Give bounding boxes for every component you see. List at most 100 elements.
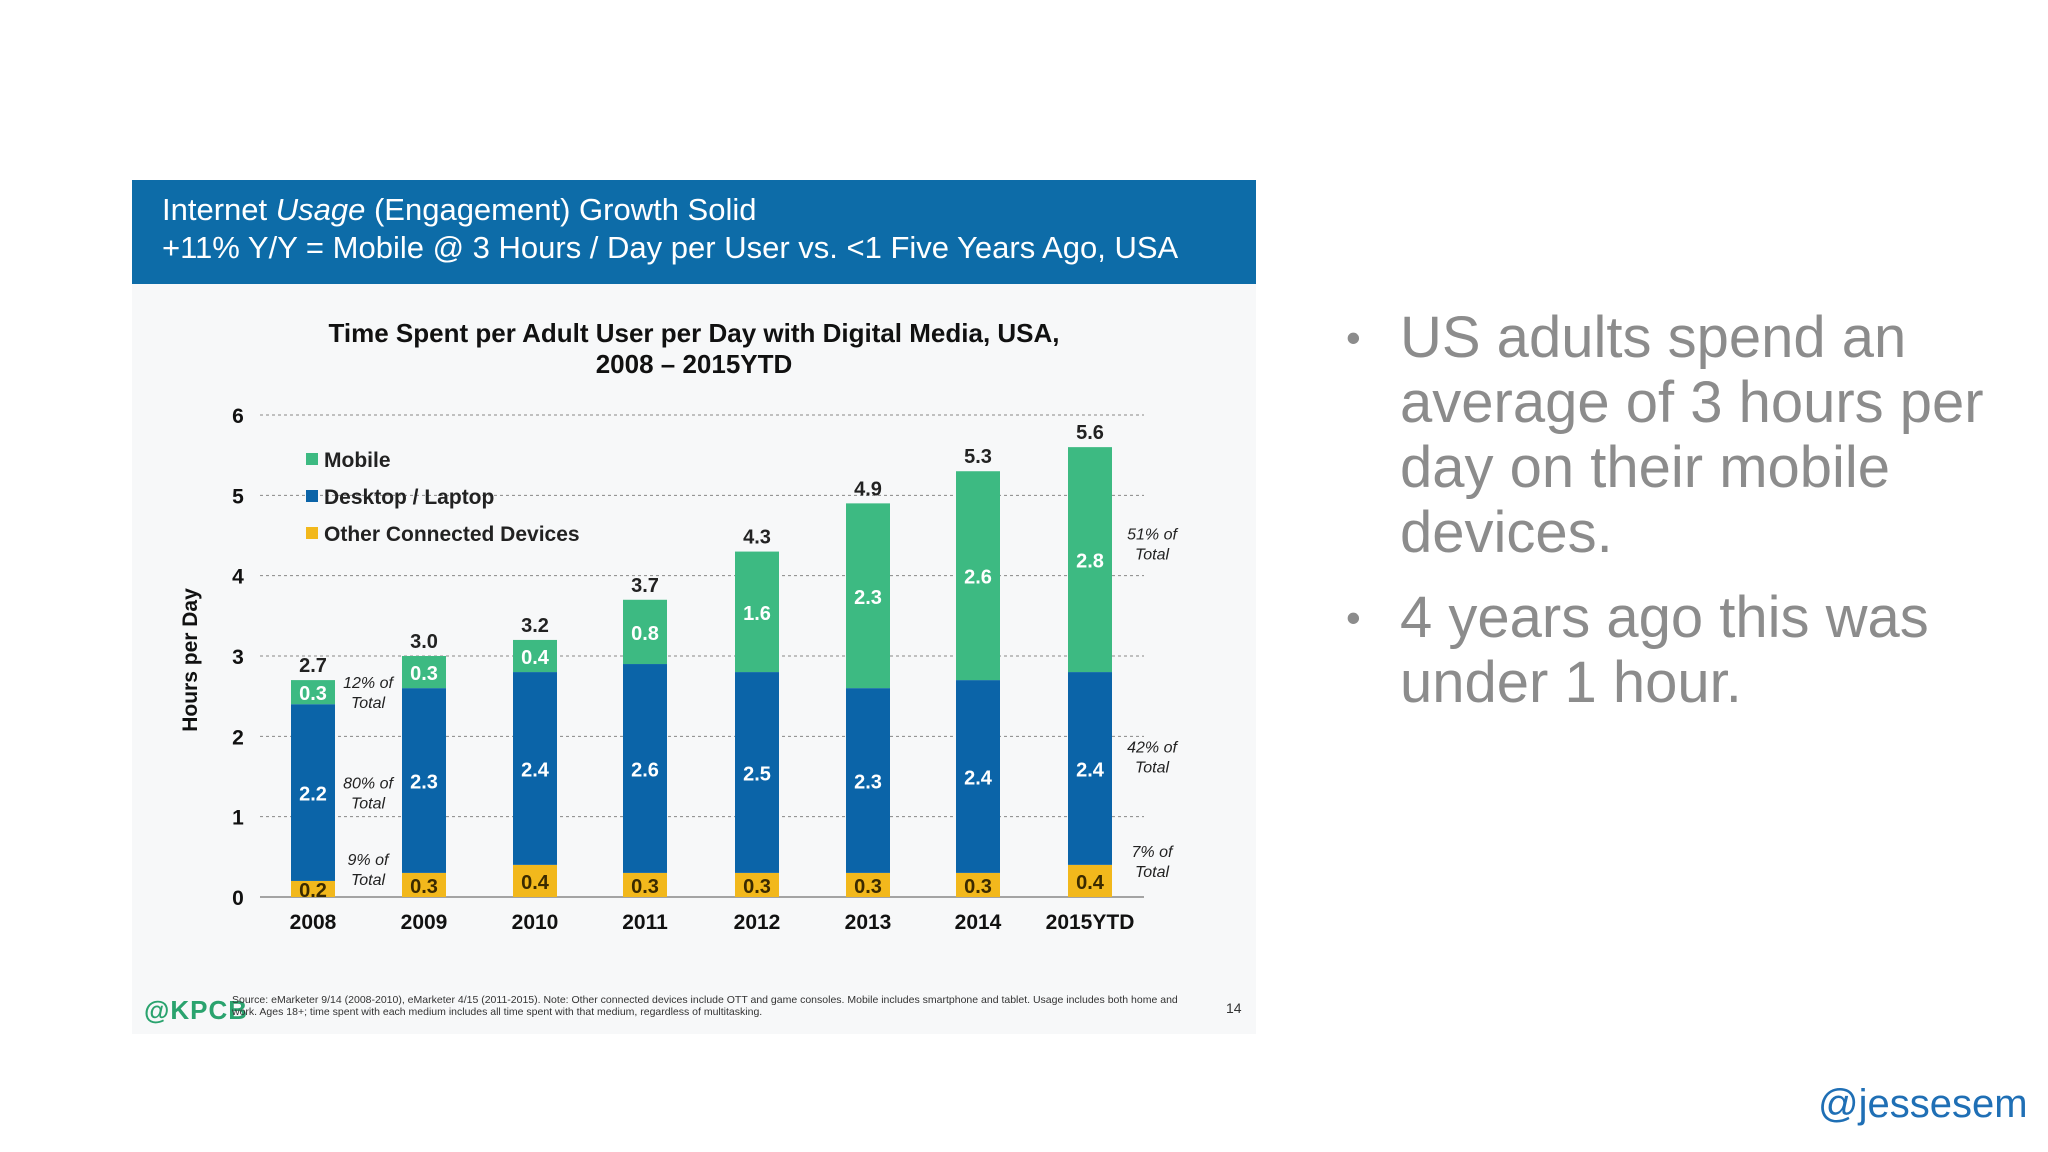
bar-value-label: 2.3 <box>410 772 438 794</box>
chart-title: Time Spent per Adult User per Day with D… <box>328 318 1059 348</box>
y-tick-label: 1 <box>232 807 244 830</box>
bar-segment <box>513 864 557 897</box>
share-annotation: 9% of <box>348 852 390 869</box>
bar-total-label: 4.3 <box>743 527 771 549</box>
bullet-item: • US adults spend an average of 3 hours … <box>1340 305 2020 565</box>
bar-segment <box>291 880 335 897</box>
bar-segment <box>735 672 779 873</box>
legend-swatch <box>306 490 318 502</box>
kpcb-logo: @KPCB <box>144 995 249 1025</box>
bar-value-label: 2.2 <box>299 784 327 806</box>
bar-total-label: 3.7 <box>631 575 659 597</box>
bar-value-label: 2.6 <box>964 567 992 589</box>
bar-value-label: 2.4 <box>964 768 993 790</box>
share-annotation: 80% of <box>343 776 394 793</box>
x-tick-label: 2009 <box>401 911 448 934</box>
bar-segment <box>513 672 557 865</box>
slide-image: Internet Usage (Engagement) Growth Solid… <box>132 180 1256 1034</box>
x-tick-label: 2012 <box>734 911 781 934</box>
bar-segment <box>1068 864 1112 897</box>
x-tick-label: 2014 <box>955 911 1002 934</box>
source-note: Source: eMarketer 9/14 (2008-2010), eMar… <box>232 994 1178 1018</box>
bullet-list: • US adults spend an average of 3 hours … <box>1340 305 2020 735</box>
share-annotation: Total <box>351 796 386 813</box>
bar-value-label: 0.4 <box>521 647 550 669</box>
bar-segment <box>1068 447 1112 673</box>
y-tick-label: 4 <box>232 566 244 589</box>
bar-segment <box>956 872 1000 897</box>
bar-value-label: 0.3 <box>964 876 992 898</box>
bullet-item: • 4 years ago this was under 1 hour. <box>1340 585 2020 715</box>
banner-title: Internet Usage (Engagement) Growth Solid <box>162 192 757 228</box>
bullet-dot-icon: • <box>1346 314 1361 361</box>
bar-value-label: 2.4 <box>521 759 550 781</box>
x-tick-label: 2013 <box>845 911 892 934</box>
bar-total-label: 5.3 <box>964 446 992 468</box>
bar-total-label: 5.6 <box>1076 422 1104 444</box>
bar-value-label: 0.2 <box>299 880 327 902</box>
twitter-handle: @jessesem <box>1818 1082 2028 1126</box>
legend-swatch <box>306 453 318 465</box>
bar-segment <box>846 872 890 897</box>
bar-value-label: 2.3 <box>854 587 882 609</box>
bar-segment <box>735 872 779 897</box>
stacked-bar-chart: Time Spent per Adult User per Day with D… <box>179 318 1178 934</box>
bar-segment <box>291 704 335 881</box>
x-tick-label: 2011 <box>622 911 668 934</box>
y-axis-label: Hours per Day <box>179 588 202 732</box>
page-number: 14 <box>1226 1000 1242 1016</box>
bar-total-label: 2.7 <box>299 655 327 677</box>
bar-value-label: 2.6 <box>631 759 659 781</box>
bar-segment <box>623 872 667 897</box>
bar-segment <box>623 664 667 873</box>
share-annotation: Total <box>1135 759 1170 776</box>
bar-value-label: 0.3 <box>410 876 438 898</box>
legend-label: Other Connected Devices <box>324 523 580 546</box>
bar-value-label: 2.4 <box>1076 759 1105 781</box>
banner-title-emphasis: Usage <box>275 192 366 227</box>
bullet-text: 4 years ago this was under 1 hour. <box>1400 585 1929 715</box>
x-tick-label: 2008 <box>290 911 337 934</box>
bar-segment <box>956 471 1000 681</box>
legend-swatch <box>306 527 318 539</box>
bar-value-label: 0.4 <box>521 872 550 894</box>
y-tick-label: 0 <box>232 887 244 910</box>
bar-value-label: 2.3 <box>854 772 882 794</box>
share-annotation: 7% of <box>1132 844 1174 861</box>
bar-value-label: 0.4 <box>1076 872 1105 894</box>
x-tick-label: 2015YTD <box>1046 911 1135 934</box>
banner-subtitle: +11% Y/Y = Mobile @ 3 Hours / Day per Us… <box>162 230 1179 265</box>
share-annotation: Total <box>351 695 386 712</box>
bar-value-label: 0.3 <box>743 876 771 898</box>
bar-segment <box>846 503 890 689</box>
bullet-text: US adults spend an average of 3 hours pe… <box>1400 305 1984 565</box>
bar-segment <box>513 639 557 673</box>
y-tick-label: 2 <box>232 726 244 749</box>
share-annotation: Total <box>1135 547 1170 564</box>
share-annotation: 51% of <box>1127 527 1178 544</box>
share-annotation: Total <box>351 872 386 889</box>
bar-segment <box>956 680 1000 873</box>
x-tick-label: 2010 <box>512 911 559 934</box>
bar-value-label: 2.8 <box>1076 551 1104 573</box>
bar-segment <box>291 680 335 705</box>
slide-banner: Internet Usage (Engagement) Growth Solid… <box>132 180 1256 284</box>
y-tick-label: 5 <box>232 485 244 508</box>
legend-label: Desktop / Laptop <box>324 486 494 509</box>
bar-value-label: 0.3 <box>631 876 659 898</box>
bar-total-label: 4.9 <box>854 478 882 500</box>
bar-value-label: 0.3 <box>299 683 327 705</box>
bar-value-label: 0.3 <box>410 663 438 685</box>
bar-value-label: 2.5 <box>743 763 771 785</box>
y-tick-label: 6 <box>232 405 244 428</box>
bar-segment <box>402 872 446 897</box>
bar-segment <box>402 656 446 689</box>
bar-segment <box>1068 672 1112 865</box>
legend-label: Mobile <box>324 449 391 472</box>
banner-title-part: (Engagement) Growth Solid <box>365 192 757 227</box>
bar-segment <box>735 551 779 673</box>
bar-segment <box>846 688 890 873</box>
bar-total-label: 3.2 <box>521 615 549 637</box>
chart-title: 2008 – 2015YTD <box>596 349 793 379</box>
bullet-dot-icon: • <box>1346 594 1361 641</box>
